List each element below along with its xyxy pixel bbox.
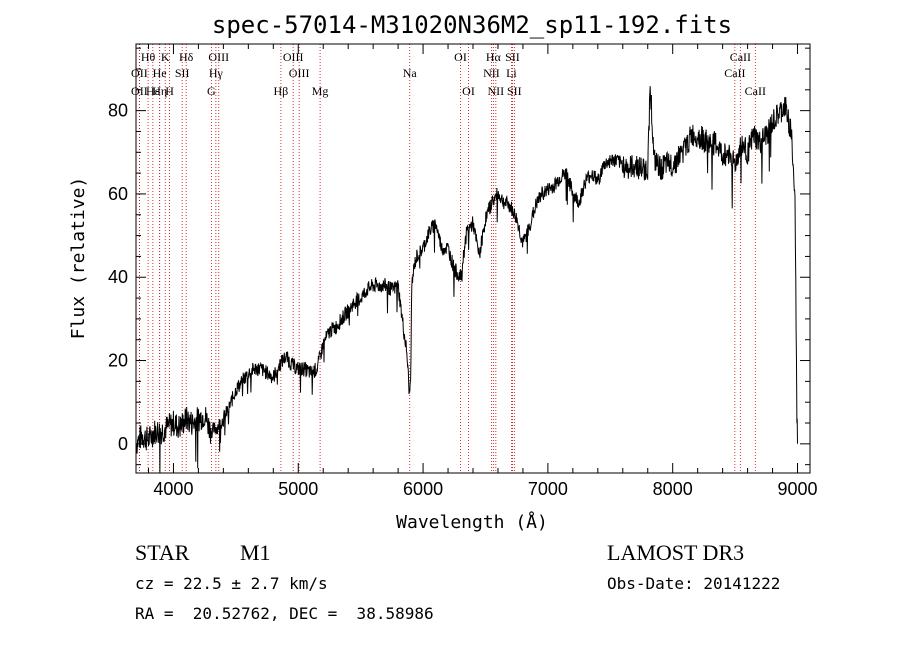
ra-dec: RA = 20.52762, DEC = 38.58986 xyxy=(135,604,434,623)
x-axis-ticks: 4000 5000 6000 7000 8000 9000 xyxy=(147,44,818,499)
marker-label-4: OIII xyxy=(283,50,304,64)
spectrum-line xyxy=(135,86,798,474)
plot-frame xyxy=(135,43,811,474)
object-subclass: M1 xyxy=(240,540,271,565)
marker-label-18: OII xyxy=(131,84,148,98)
marker-label-19: Hε xyxy=(146,84,160,98)
marker-label-26: NII xyxy=(488,84,505,98)
survey-name: LAMOST DR3 xyxy=(607,540,744,565)
y-tick-label-0: 0 xyxy=(118,434,128,454)
y-tick-label-1: 20 xyxy=(108,351,128,371)
y-axis-label: Flux (relative) xyxy=(68,177,89,340)
marker-label-1: K xyxy=(161,50,170,64)
y-tick-label-2: 40 xyxy=(108,267,128,287)
marker-label-7: SII xyxy=(505,50,520,64)
marker-label-9: OII xyxy=(131,66,148,80)
marker-label-23: Hβ xyxy=(274,84,289,98)
marker-label-22: G xyxy=(207,84,216,98)
x-tick-label-2: 6000 xyxy=(403,479,443,499)
y-axis-ticks: 0 20 40 60 80 xyxy=(108,47,810,466)
marker-label-12: Hγ xyxy=(209,66,224,80)
x-tick-label-5: 9000 xyxy=(777,479,817,499)
x-tick-label-0: 4000 xyxy=(153,479,193,499)
marker-label-27: SII xyxy=(507,84,522,98)
marker-label-10: He xyxy=(153,66,167,80)
marker-label-25: OI xyxy=(462,84,475,98)
marker-label-21: H xyxy=(165,84,174,98)
marker-label-17: CaII xyxy=(724,66,745,80)
marker-label-13: OIII xyxy=(289,66,310,80)
marker-label-0: Hθ xyxy=(141,50,156,64)
redshift-cz: cz = 22.5 ± 2.7 km/s xyxy=(135,574,328,593)
marker-label-11: SII xyxy=(175,66,190,80)
marker-label-24: Mg xyxy=(312,84,329,98)
x-tick-label-4: 8000 xyxy=(653,479,693,499)
marker-label-28: CaII xyxy=(745,84,766,98)
x-axis-label: Wavelength (Å) xyxy=(396,511,548,533)
y-tick-label-3: 60 xyxy=(108,184,128,204)
marker-label-3: OIII xyxy=(208,50,229,64)
marker-label-15: NII xyxy=(483,66,500,80)
marker-label-20: Hη xyxy=(152,84,167,98)
line-markers xyxy=(138,44,756,473)
marker-label-8: CaII xyxy=(730,50,751,64)
marker-label-6: Hα xyxy=(486,50,502,64)
marker-label-16: Li xyxy=(506,66,517,80)
obs-date: Obs-Date: 20141222 xyxy=(607,574,780,593)
chart-title: spec-57014-M31020N36M2_sp11-192.fits xyxy=(212,11,732,39)
marker-label-14: Na xyxy=(403,66,418,80)
x-tick-label-1: 5000 xyxy=(278,479,318,499)
y-tick-label-4: 80 xyxy=(108,101,128,121)
object-class: STAR xyxy=(135,540,190,565)
marker-label-5: OI xyxy=(454,50,467,64)
marker-label-2: Hδ xyxy=(179,50,194,64)
x-tick-label-3: 7000 xyxy=(528,479,568,499)
